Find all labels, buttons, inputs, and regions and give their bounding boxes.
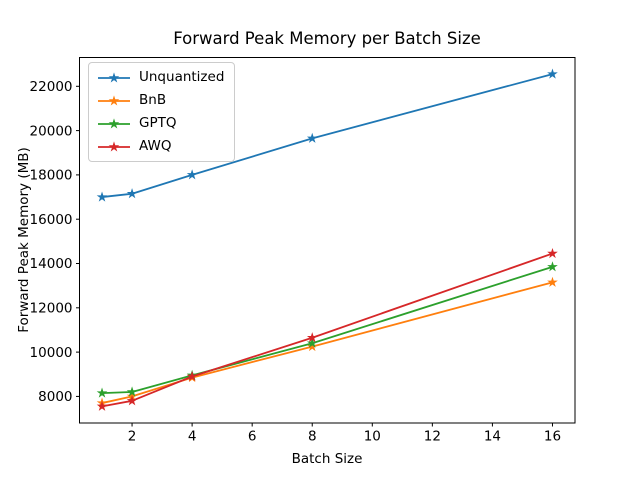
- x-axis-label: Batch Size: [291, 451, 363, 467]
- data-point-unquantized: [306, 132, 318, 143]
- x-tick-label: 4: [188, 429, 197, 445]
- data-point-awq: [186, 370, 198, 382]
- y-tick-label: 12000: [30, 301, 73, 317]
- legend-item-unquantized: Unquantized: [97, 68, 224, 87]
- legend: Unquantized BnB GPTQ AWQ: [88, 62, 236, 162]
- legend-line-marker-icon: [98, 140, 130, 152]
- legend-line-marker-icon: [98, 94, 130, 106]
- data-point-unquantized: [96, 191, 108, 202]
- y-tick-label: 10000: [30, 345, 73, 361]
- legend-label: GPTQ: [139, 114, 177, 131]
- data-point-gptq: [547, 261, 558, 272]
- x-tick-label: 12: [424, 429, 441, 445]
- legend-item-awq: AWQ: [97, 137, 224, 156]
- legend-item-gptq: GPTQ: [97, 114, 224, 133]
- legend-line-marker-icon: [98, 117, 130, 129]
- data-point-awq: [126, 395, 138, 406]
- x-tick-label: 16: [544, 429, 561, 445]
- y-tick-label: 20000: [30, 123, 73, 139]
- legend-line-marker-icon: [98, 71, 130, 83]
- y-tick-label: 14000: [30, 256, 73, 272]
- data-point-unquantized: [186, 169, 198, 180]
- y-tick-label: 22000: [30, 79, 73, 95]
- data-point-gptq: [96, 387, 108, 398]
- x-tick-label: 10: [364, 429, 381, 445]
- data-point-bnb: [547, 276, 558, 287]
- x-tick-label: 14: [484, 429, 501, 445]
- series-line-awq: [101, 252, 554, 408]
- data-point-awq: [547, 247, 558, 259]
- legend-label: AWQ: [139, 137, 172, 154]
- data-point-unquantized: [547, 68, 558, 79]
- axes-spines: [79, 57, 576, 424]
- y-tick-label: 8000: [38, 389, 72, 405]
- series-line-gptq: [101, 265, 554, 395]
- data-point-unquantized: [126, 188, 138, 199]
- legend-label: BnB: [139, 91, 167, 108]
- data-point-bnb: [306, 340, 318, 352]
- y-tick-label: 16000: [30, 212, 73, 228]
- data-point-awq: [306, 332, 318, 343]
- x-tick-label: 8: [308, 429, 317, 445]
- legend-item-bnb: BnB: [97, 91, 224, 110]
- legend-label: Unquantized: [139, 68, 225, 85]
- data-point-awq: [96, 400, 108, 411]
- data-point-gptq: [126, 386, 138, 397]
- x-tick-label: 6: [248, 429, 257, 445]
- x-tick-label: 2: [128, 429, 137, 445]
- y-tick-label: 18000: [30, 168, 73, 184]
- data-point-gptq: [306, 337, 318, 348]
- chart-title: Forward Peak Memory per Batch Size: [173, 29, 481, 48]
